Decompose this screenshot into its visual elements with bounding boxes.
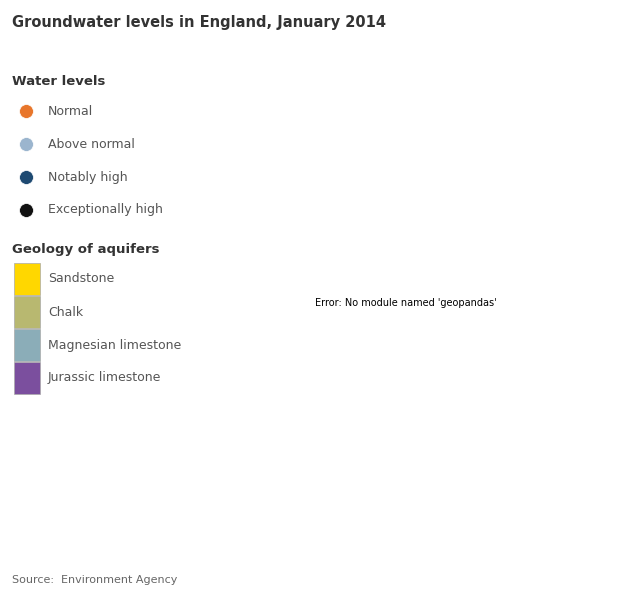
Text: Source:  Environment Agency: Source: Environment Agency — [12, 575, 178, 585]
Text: Jurassic limestone: Jurassic limestone — [48, 371, 161, 385]
Text: Sandstone: Sandstone — [48, 272, 114, 286]
FancyBboxPatch shape — [14, 362, 40, 394]
Text: Groundwater levels in England, January 2014: Groundwater levels in England, January 2… — [12, 15, 386, 30]
FancyBboxPatch shape — [14, 263, 40, 295]
Text: Geology of aquifers: Geology of aquifers — [12, 243, 160, 256]
FancyBboxPatch shape — [14, 329, 40, 361]
FancyBboxPatch shape — [14, 296, 40, 328]
Text: Normal: Normal — [48, 104, 93, 118]
Text: Error: No module named 'geopandas': Error: No module named 'geopandas' — [314, 298, 497, 308]
Text: Water levels: Water levels — [12, 75, 105, 88]
Text: Above normal: Above normal — [48, 137, 135, 151]
Text: Exceptionally high: Exceptionally high — [48, 203, 163, 217]
Text: Notably high: Notably high — [48, 170, 127, 184]
Text: Chalk: Chalk — [48, 305, 83, 319]
Text: Magnesian limestone: Magnesian limestone — [48, 338, 181, 352]
